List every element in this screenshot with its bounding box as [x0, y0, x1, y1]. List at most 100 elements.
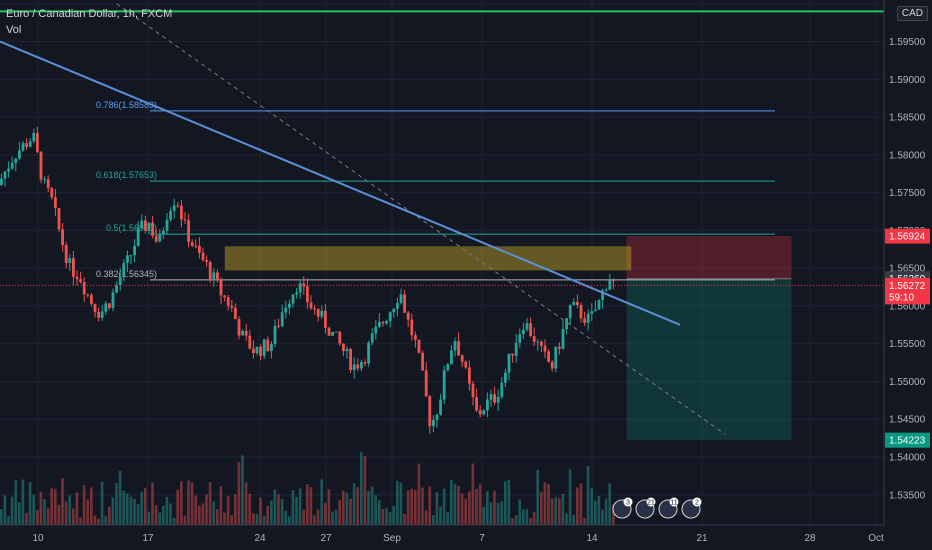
volume-bar: [151, 482, 154, 525]
volume-bar: [14, 480, 17, 525]
candle-body: [316, 309, 320, 317]
volume-bar: [298, 488, 302, 525]
candle-body: [90, 295, 93, 304]
candle-body: [586, 313, 590, 323]
candle-body: [583, 318, 586, 323]
price-label-bg: [885, 289, 930, 305]
volume-bar: [370, 486, 374, 525]
volume-bar: [558, 498, 561, 525]
volume-bar: [500, 501, 503, 525]
candle-body: [25, 143, 28, 147]
candle-body: [100, 311, 104, 318]
volume-bar: [604, 498, 608, 525]
volume-bar: [381, 508, 385, 525]
candle-body: [561, 329, 565, 349]
candle-body: [453, 341, 457, 351]
volume-bar: [435, 492, 439, 525]
volume-bar: [576, 487, 579, 525]
candle-body: [363, 362, 367, 364]
volume-bar: [327, 489, 331, 525]
candle-body: [270, 344, 273, 352]
volume-bar: [144, 488, 147, 525]
candle-body: [367, 342, 370, 364]
candle-body: [464, 361, 468, 368]
candle-body: [39, 151, 43, 180]
candle-body: [118, 276, 122, 286]
candle-body: [93, 303, 97, 312]
volume-bar: [507, 480, 511, 525]
candle-body: [129, 255, 133, 257]
volume-bar: [194, 495, 197, 525]
volume-bar: [234, 494, 237, 525]
volume-bar: [583, 518, 586, 525]
currency-tag[interactable]: CAD: [896, 6, 928, 21]
candle-body: [201, 252, 205, 261]
candle-body: [10, 162, 14, 169]
candle-body: [280, 312, 284, 327]
candle-body: [410, 319, 414, 336]
volume-bar: [64, 501, 68, 525]
candle-body: [334, 331, 338, 333]
volume-bar: [547, 484, 550, 525]
candle-body: [360, 362, 363, 369]
news-badge-count-bg: [646, 497, 656, 507]
volume-bar: [273, 489, 277, 525]
candle-series: [0, 126, 615, 434]
volume-bar: [111, 497, 115, 525]
volume-bar: [334, 509, 338, 525]
volume-bar: [129, 496, 133, 525]
volume-bar: [478, 484, 482, 525]
candle-body: [356, 364, 360, 369]
candle-body: [255, 346, 259, 354]
candle-body: [421, 352, 424, 371]
candle-body: [579, 304, 583, 319]
volume-bar: [342, 490, 345, 525]
candle-body: [97, 311, 100, 318]
volume-bar: [104, 515, 107, 525]
candle-body: [0, 178, 3, 186]
candle-body: [158, 234, 162, 242]
volume-indicator-label[interactable]: Vol: [6, 24, 22, 36]
volume-bar: [61, 478, 64, 525]
candle-body: [230, 305, 234, 308]
volume-bar: [612, 504, 615, 525]
candle-body: [529, 323, 532, 336]
volume-bar: [457, 485, 460, 525]
volume-bar: [208, 482, 212, 525]
candle-body: [172, 205, 176, 211]
volume-bar: [540, 492, 543, 525]
volume-bar: [475, 488, 478, 525]
volume-bar: [3, 495, 7, 525]
candle-body: [565, 318, 568, 330]
candle-body: [219, 280, 223, 296]
volume-bar: [18, 502, 21, 525]
candle-body: [291, 294, 295, 304]
candle-body: [572, 301, 576, 306]
candle-body: [237, 319, 241, 336]
y-tick-label: 1.59000: [889, 75, 926, 86]
candle-body: [417, 339, 421, 353]
candle-body: [72, 258, 75, 277]
candle-body: [493, 394, 496, 403]
candle-body: [428, 396, 432, 427]
candle-body: [486, 399, 489, 411]
volume-bar: [154, 505, 158, 525]
volume-bar: [176, 489, 179, 525]
volume-bar: [363, 455, 367, 525]
symbol-title[interactable]: Euro / Canadian Dollar, 1h, FXCM: [6, 8, 173, 20]
candle-body: [594, 309, 597, 312]
candle-body: [64, 245, 68, 263]
volume-bar: [72, 508, 75, 525]
candle-body: [518, 334, 522, 343]
fib-label-0.786: 0.786(1.58583): [96, 100, 157, 110]
candle-body: [223, 295, 226, 298]
volume-bar: [385, 507, 388, 525]
volume-bar: [428, 486, 431, 525]
y-tick-label: 1.53500: [889, 490, 926, 501]
volume-bar: [518, 499, 521, 525]
volume-bar: [374, 495, 377, 525]
volume-bar: [496, 502, 500, 525]
volume-bar: [608, 483, 611, 525]
